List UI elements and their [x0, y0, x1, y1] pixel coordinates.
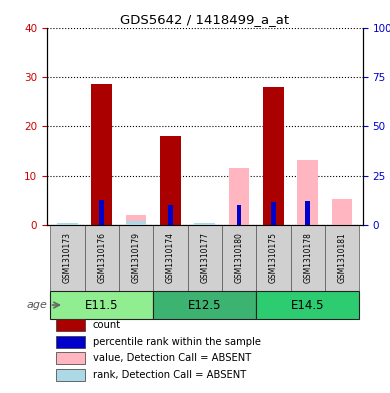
Bar [229, 168, 249, 225]
Text: E12.5: E12.5 [188, 299, 222, 312]
Text: percentile rank within the sample: percentile rank within the sample [92, 337, 261, 347]
Bar [56, 369, 85, 380]
Text: GSM1310176: GSM1310176 [97, 232, 106, 283]
Bar [56, 320, 85, 331]
Text: GSM1310174: GSM1310174 [166, 232, 175, 283]
Bar [57, 223, 78, 225]
Text: GSM1310173: GSM1310173 [63, 232, 72, 283]
Title: GDS5642 / 1418499_a_at: GDS5642 / 1418499_a_at [120, 13, 289, 26]
Text: age: age [27, 300, 48, 310]
Bar [195, 223, 215, 225]
Bar [119, 225, 153, 291]
Text: GSM1310177: GSM1310177 [200, 232, 209, 283]
Bar [153, 225, 188, 291]
Bar [291, 225, 325, 291]
Text: E14.5: E14.5 [291, 299, 324, 312]
Bar [85, 225, 119, 291]
Text: GSM1310179: GSM1310179 [131, 232, 140, 283]
Bar [222, 225, 256, 291]
Bar [50, 291, 153, 320]
Text: GSM1310178: GSM1310178 [303, 232, 312, 283]
Text: GSM1310180: GSM1310180 [235, 232, 244, 283]
Bar [271, 202, 276, 225]
Bar [91, 84, 112, 225]
Bar [332, 199, 353, 225]
Bar [56, 336, 85, 348]
Bar [126, 215, 146, 225]
Bar [305, 201, 310, 225]
Text: E11.5: E11.5 [85, 299, 119, 312]
Bar [126, 221, 146, 225]
Text: GSM1310181: GSM1310181 [338, 233, 347, 283]
Bar [50, 225, 85, 291]
Bar [298, 160, 318, 225]
Bar [160, 136, 181, 225]
Text: GSM1310175: GSM1310175 [269, 232, 278, 283]
Bar [237, 205, 241, 225]
Text: count: count [92, 320, 121, 330]
Bar [99, 200, 104, 225]
Bar [256, 225, 291, 291]
Text: value, Detection Call = ABSENT: value, Detection Call = ABSENT [92, 353, 251, 363]
Bar [263, 87, 284, 225]
Bar [325, 225, 359, 291]
Bar [256, 291, 359, 320]
Text: rank, Detection Call = ABSENT: rank, Detection Call = ABSENT [92, 369, 246, 380]
Bar [188, 225, 222, 291]
Bar [168, 205, 173, 225]
Bar [56, 352, 85, 364]
Bar [153, 291, 256, 320]
